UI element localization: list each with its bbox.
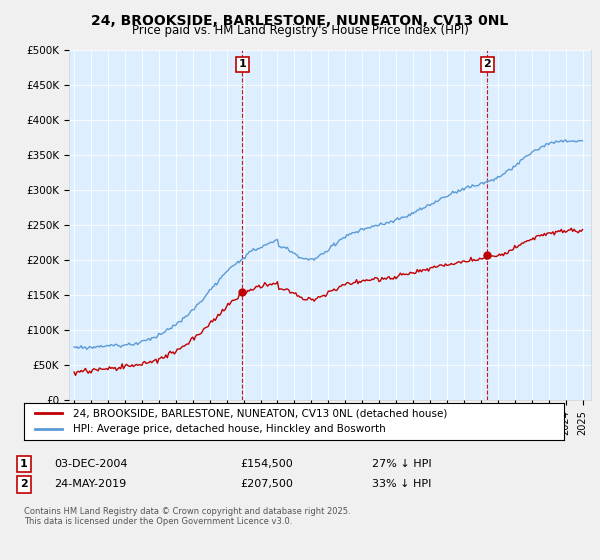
Text: 1: 1 <box>238 59 246 69</box>
Text: 24, BROOKSIDE, BARLESTONE, NUNEATON, CV13 0NL: 24, BROOKSIDE, BARLESTONE, NUNEATON, CV1… <box>91 14 509 28</box>
Text: 2: 2 <box>20 479 28 489</box>
Text: HPI: Average price, detached house, Hinckley and Bosworth: HPI: Average price, detached house, Hinc… <box>73 424 385 435</box>
Text: 27% ↓ HPI: 27% ↓ HPI <box>372 459 431 469</box>
Text: Price paid vs. HM Land Registry's House Price Index (HPI): Price paid vs. HM Land Registry's House … <box>131 24 469 37</box>
Text: £154,500: £154,500 <box>240 459 293 469</box>
Text: 24-MAY-2019: 24-MAY-2019 <box>54 479 126 489</box>
Text: 2: 2 <box>484 59 491 69</box>
Text: 33% ↓ HPI: 33% ↓ HPI <box>372 479 431 489</box>
Text: 24, BROOKSIDE, BARLESTONE, NUNEATON, CV13 0NL (detached house): 24, BROOKSIDE, BARLESTONE, NUNEATON, CV1… <box>73 408 447 418</box>
Text: Contains HM Land Registry data © Crown copyright and database right 2025.
This d: Contains HM Land Registry data © Crown c… <box>24 507 350 526</box>
Text: £207,500: £207,500 <box>240 479 293 489</box>
Text: 03-DEC-2004: 03-DEC-2004 <box>54 459 128 469</box>
Text: 1: 1 <box>20 459 28 469</box>
